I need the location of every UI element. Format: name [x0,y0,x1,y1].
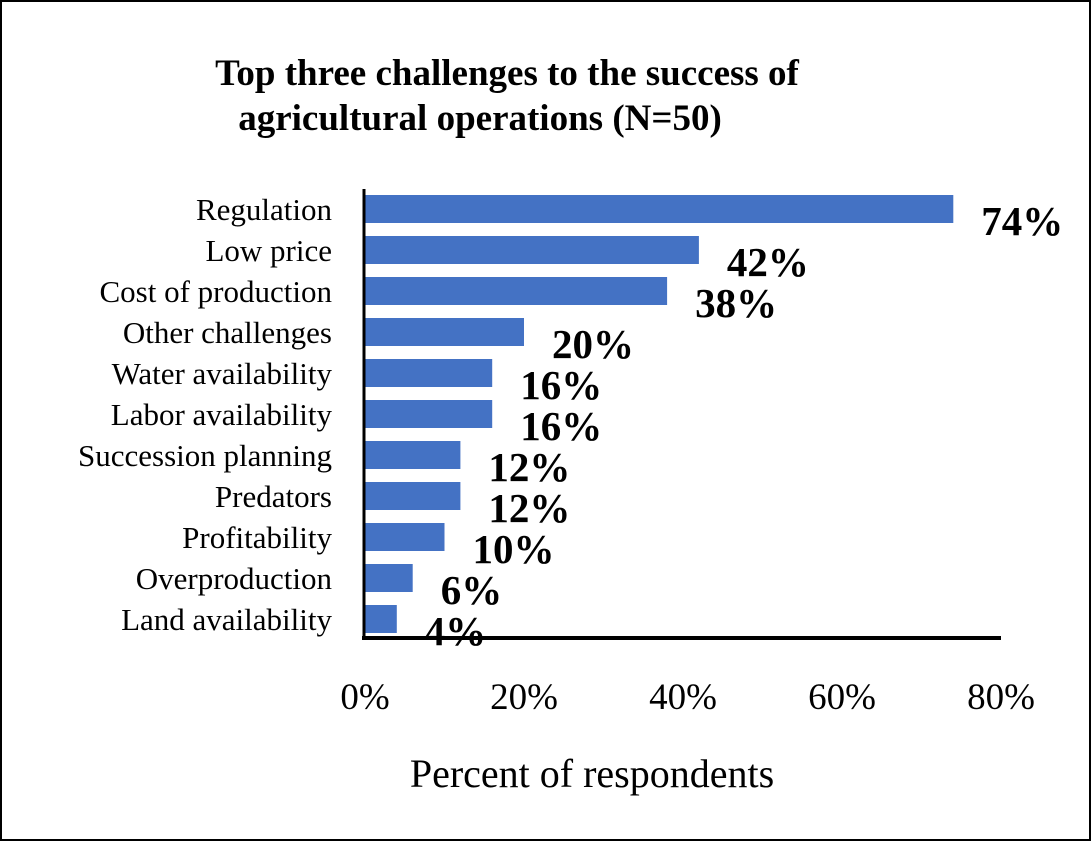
bar-succession-planning [365,441,461,469]
data-label: 74% [981,198,1063,244]
category-label: Regulation [196,192,333,227]
bar-labor-availability [365,400,493,428]
bar-cost-of-production [365,277,668,305]
bars-group [365,195,954,633]
bar-land-availability [365,605,397,633]
category-label: Profitability [182,520,332,555]
data-label: 20% [552,321,634,367]
category-label: Land availability [121,602,332,637]
category-label: Predators [215,479,332,514]
chart-title-line-2: agricultural operations (N=50) [238,98,722,139]
category-label: Succession planning [78,438,332,473]
category-label: Water availability [112,356,333,391]
bar-low-price [365,236,699,264]
data-label: 12% [488,444,570,490]
bar-predators [365,482,461,510]
data-label: 4% [425,608,487,654]
category-label: Overproduction [136,561,333,596]
category-label: Cost of production [100,274,333,309]
category-label: Low price [205,233,332,268]
data-label: 10% [473,526,555,572]
bar-other-challenges [365,318,524,346]
category-label: Labor availability [111,397,333,432]
data-label: 12% [488,485,570,531]
x-tick-label: 80% [967,677,1035,718]
data-labels: 74%42%38%20%16%16%12%12%10%6%4% [425,198,1064,654]
data-label: 42% [727,239,809,285]
x-tick-labels: 0% 20% 40% 60% 80% [340,677,1035,718]
category-label: Other challenges [123,315,332,350]
bar-profitability [365,523,445,551]
bar-overproduction [365,564,413,592]
bar-regulation [365,195,954,223]
category-labels: Regulation Low price Cost of production Oth… [78,192,332,637]
x-axis-title: Percent of respondents [410,751,774,796]
data-label: 16% [520,403,602,449]
x-tick-label: 40% [649,677,717,718]
data-label: 16% [520,362,602,408]
chart-title: Top three challenges to the success of a… [215,53,799,139]
chart-title-line-1: Top three challenges to the success of [215,53,799,94]
x-tick-label: 60% [808,677,876,718]
bar-water-availability [365,359,493,387]
x-tick-label: 0% [340,677,389,718]
data-label: 38% [695,280,777,326]
data-label: 6% [441,567,503,613]
x-tick-label: 20% [490,677,558,718]
